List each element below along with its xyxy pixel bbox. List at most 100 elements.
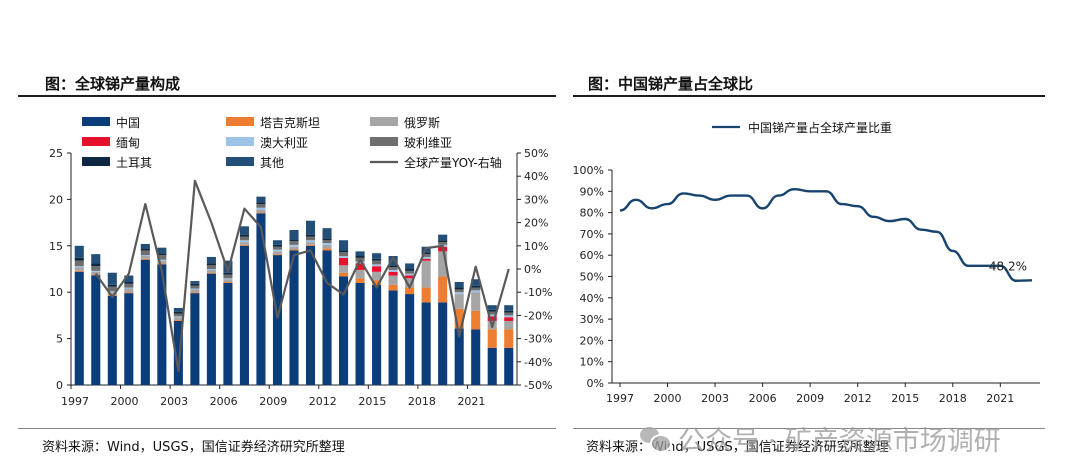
x-tick-label: 2006 [210, 395, 238, 408]
right-y-tick-label: 50% [524, 147, 548, 160]
bar-russia [173, 317, 183, 321]
share-y-tick-label: 70% [580, 228, 604, 241]
share-y-tick-label: 20% [580, 334, 604, 347]
bar-others [190, 281, 200, 284]
bar-others [239, 226, 249, 235]
bar-tajikistan [140, 258, 150, 260]
bar-turkey [206, 263, 216, 266]
bar-others [487, 305, 497, 310]
bar-bolivia [454, 289, 464, 293]
legend-swatch-bolivia [370, 137, 398, 146]
bar-australia [107, 291, 117, 293]
share-x-tick-label: 2012 [844, 392, 872, 405]
bar-turkey [487, 309, 497, 312]
bar-russia [372, 271, 382, 281]
left-footer-rule [18, 428, 556, 429]
bar-turkey [289, 239, 299, 242]
bar-china [91, 275, 101, 385]
legend-label: 其他 [260, 156, 284, 170]
x-tick-label: 2015 [358, 395, 386, 408]
share-y-tick-label: 50% [580, 271, 604, 284]
bar-china [140, 259, 150, 385]
bar-bolivia [438, 242, 448, 245]
bar-others [256, 196, 266, 203]
right-y-tick-label: -30% [524, 333, 552, 346]
right-title-rule [573, 95, 1045, 97]
bar-tajikistan [487, 329, 497, 348]
bar-turkey [372, 258, 382, 261]
legend-swatch-australia [226, 137, 254, 146]
bar-others [388, 256, 398, 266]
bar-others [206, 256, 216, 264]
bar-australia [372, 264, 382, 267]
right-chart-title: 图：中国锑产量占全球比 [588, 75, 754, 93]
bar-myanmar [487, 316, 497, 321]
bar-bolivia [124, 283, 134, 288]
bar-tajikistan [355, 278, 365, 283]
bar-china [471, 329, 481, 385]
x-tick-label: 2003 [160, 395, 188, 408]
bar-russia [239, 242, 249, 245]
bar-turkey [124, 281, 134, 284]
share-y-tick-label: 100% [573, 164, 604, 177]
bar-china [454, 328, 464, 385]
bar-australia [339, 256, 349, 258]
legend-swatch-china [82, 117, 110, 126]
bar-bolivia [388, 267, 398, 270]
bar-bolivia [322, 240, 332, 244]
bar-bolivia [239, 236, 249, 241]
share-legend-label: 中国锑产量占全球产量比重 [748, 120, 892, 135]
bar-china [421, 302, 431, 385]
bar-russia [223, 279, 233, 282]
bar-china [124, 293, 134, 385]
bar-australia [272, 249, 283, 252]
bar-turkey [421, 252, 431, 255]
bar-turkey [107, 284, 117, 287]
bar-myanmar [421, 258, 431, 261]
bar-bolivia [372, 260, 382, 265]
bar-bolivia [272, 246, 283, 250]
share-y-tick-label: 80% [580, 207, 604, 220]
share-y-tick-label: 90% [580, 185, 604, 198]
bar-bolivia [206, 265, 216, 269]
legend-swatch-others [226, 157, 254, 166]
bar-turkey [173, 311, 183, 314]
bar-others [454, 281, 464, 288]
left-y-tick-label: 10 [49, 286, 63, 299]
watermark-text: 公众号 · 矿产资源市场调研 [678, 425, 1001, 457]
bar-turkey [91, 263, 101, 267]
bar-china [256, 213, 266, 385]
bar-china [355, 282, 365, 385]
bar-china [438, 302, 448, 385]
bar-turkey [239, 234, 249, 237]
bar-australia [487, 314, 497, 317]
bar-australia [74, 266, 84, 268]
bar-others [372, 253, 382, 259]
left-title-rule [18, 95, 556, 97]
legend-label: 澳大利亚 [260, 136, 308, 150]
right-y-tick-label: -20% [524, 309, 552, 322]
bar-russia [157, 260, 167, 264]
share-x-tick-label: 2021 [986, 392, 1014, 405]
share-line [619, 187, 1033, 282]
bar-tajikistan [157, 263, 167, 265]
bar-china [206, 273, 216, 385]
bar-turkey [388, 265, 398, 268]
x-tick-label: 2000 [111, 395, 139, 408]
left-y-tick-label: 25 [49, 147, 63, 160]
watermark: 公众号 · 矿产资源市场调研 [640, 420, 1001, 457]
legend-swatch-turkey [82, 157, 110, 166]
bar-australia [388, 269, 398, 272]
bar-china [487, 347, 497, 385]
bar-others [157, 247, 167, 254]
bar-turkey [272, 244, 283, 247]
bar-tajikistan [372, 280, 382, 285]
x-tick-label: 2018 [408, 395, 436, 408]
bar-russia [355, 269, 365, 279]
bar-tajikistan [305, 244, 316, 246]
bar-russia [504, 320, 514, 330]
bar-others [140, 243, 150, 249]
bar-russia [322, 244, 332, 249]
right-y-tick-label: -50% [524, 379, 552, 392]
